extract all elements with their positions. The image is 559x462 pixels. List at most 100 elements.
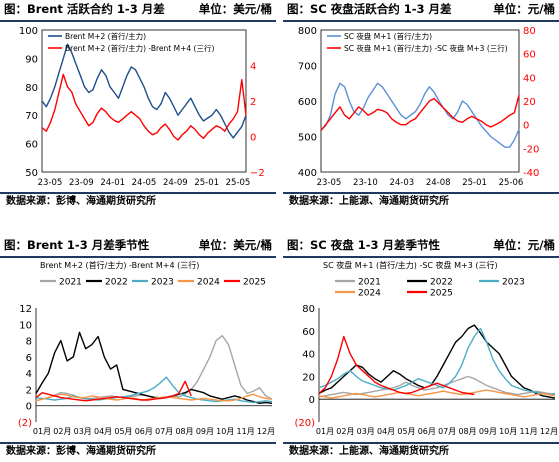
x-axis-tick-label: 11月 bbox=[520, 427, 538, 436]
sc-seasonal-chart: SC 夜盘 M+1 (首行/主力) -SC 夜盘 M+3 (三行)2021 202… bbox=[294, 260, 558, 436]
legend-label: Brent M+2 (首行/主力) -Brent M+4 (三行) bbox=[65, 43, 214, 53]
x-axis-tick-label: 12月 bbox=[257, 427, 275, 436]
panel-title-bar: 图：Brent 1-3 月差季节性 单位：美元/桶 bbox=[0, 236, 276, 258]
panel-title-bar: 图：SC 夜盘活跃合约 1-3 月差 单位：元/桶 bbox=[283, 0, 559, 22]
x-axis-tick-label: 02月 bbox=[336, 427, 354, 436]
left-axis-tick-label: 800 bbox=[298, 26, 317, 37]
y-axis-tick-label: 0 bbox=[309, 395, 315, 406]
left-axis-tick-label: 400 bbox=[298, 168, 317, 179]
y-axis-tick-label: 2 bbox=[26, 385, 32, 396]
y-axis-tick-label: 12 bbox=[19, 304, 32, 315]
x-axis-tick-label: 04月 bbox=[377, 427, 395, 436]
x-axis-tick-label: 10月 bbox=[499, 427, 517, 436]
series-line bbox=[320, 94, 520, 132]
legend-label: 2024 bbox=[197, 278, 220, 288]
panel-unit: 单位：美元/桶 bbox=[198, 238, 272, 252]
x-axis-tick-label: 25-01 bbox=[194, 178, 219, 188]
panel-title-bar: 图：Brent 活跃合约 1-3 月差 单位：美元/桶 bbox=[0, 0, 276, 22]
x-axis-tick-label: 24-09 bbox=[163, 178, 188, 188]
left-axis-tick-label: 80 bbox=[25, 83, 38, 94]
x-axis-tick-label: 03月 bbox=[74, 427, 92, 436]
right-axis-tick-label: 2 bbox=[250, 97, 256, 108]
series-line bbox=[35, 393, 273, 402]
series-line bbox=[41, 43, 247, 139]
x-axis-tick-label: 07月 bbox=[438, 427, 456, 436]
panel-sc-spread: 图：SC 夜盘活跃合约 1-3 月差 单位：元/桶 400 500 600 700 80… bbox=[283, 0, 559, 230]
left-axis-tick-label: 100 bbox=[19, 26, 38, 37]
source-note: 数据来源：上能源、海通期货研究所 bbox=[283, 442, 559, 460]
right-axis-tick-label: −2 bbox=[250, 168, 265, 179]
y-axis-tick-label: (20) bbox=[294, 418, 315, 429]
legend-label: 2023 bbox=[151, 278, 174, 288]
right-axis-tick-label: -40 bbox=[523, 168, 539, 179]
x-axis-tick-label: 25-05 bbox=[226, 178, 251, 188]
panel-brent-spread: 图：Brent 活跃合约 1-3 月差 单位：美元/桶 50 60 70 80 90 10… bbox=[0, 0, 276, 230]
series-line bbox=[318, 324, 556, 399]
right-axis-tick-label: 20 bbox=[523, 97, 536, 108]
x-axis-tick-label: 06月 bbox=[135, 427, 153, 436]
panel-unit: 单位：元/桶 bbox=[493, 238, 555, 252]
legend-label: SC 夜盘 M+1 (首行/主力) -SC 夜盘 M+3 (三行) bbox=[344, 43, 508, 53]
left-axis-tick-label: 600 bbox=[298, 97, 317, 108]
x-axis-tick-label: 24-03 bbox=[389, 178, 414, 188]
panel-brent-seasonal: 图：Brent 1-3 月差季节性 单位：美元/桶 Brent M+2 (首行/… bbox=[0, 236, 276, 462]
x-axis-tick-label: 08月 bbox=[458, 427, 476, 436]
y-axis-tick-label: 20 bbox=[302, 372, 315, 383]
right-axis-tick-label: 4 bbox=[250, 62, 256, 73]
x-axis-tick-label: 24-05 bbox=[132, 178, 157, 188]
left-axis-tick-label: 60 bbox=[25, 140, 38, 151]
legend-label: Brent M+2 (首行/主力) bbox=[65, 31, 146, 41]
panel-unit: 单位：元/桶 bbox=[493, 2, 555, 16]
y-axis-tick-label: 60 bbox=[302, 327, 315, 338]
source-note: 数据来源：彭博、海通期货研究所 bbox=[0, 442, 276, 460]
legend-label: 2022 bbox=[430, 278, 453, 288]
left-axis-tick-label: 500 bbox=[298, 133, 317, 144]
plot-frame bbox=[320, 29, 520, 173]
x-axis-tick-label: 23-09 bbox=[69, 178, 94, 188]
series-line bbox=[35, 334, 273, 402]
panel-title: 图：Brent 1-3 月差季节性 bbox=[4, 238, 150, 252]
y-axis-tick-label: 40 bbox=[302, 350, 315, 361]
x-axis-tick-label: 11月 bbox=[237, 427, 255, 436]
x-axis-tick-label: 09月 bbox=[196, 427, 214, 436]
x-axis-tick-label: 05月 bbox=[114, 427, 132, 436]
x-axis-tick-label: 01月 bbox=[33, 427, 51, 436]
y-axis-tick-label: 6 bbox=[26, 353, 32, 364]
x-axis-tick-label: 02月 bbox=[53, 427, 71, 436]
x-axis-tick-label: 03月 bbox=[357, 427, 375, 436]
x-axis-tick-label: 25-06 bbox=[499, 178, 524, 188]
brent-seasonal-chart: Brent M+2 (首行/主力) -Brent M+4 (三行)2021 202… bbox=[18, 260, 275, 436]
series-line bbox=[41, 73, 247, 141]
x-axis-tick-label: 04月 bbox=[94, 427, 112, 436]
panel-title-bar: 图：SC 夜盘 1-3 月差季节性 单位：元/桶 bbox=[283, 236, 559, 258]
sc-spread-chart: 400 500 600 700 800 -40 -20 0 20 40 60 80 23-05 23-10… bbox=[298, 26, 539, 188]
series-line bbox=[318, 389, 556, 399]
legend-label: 2021 bbox=[59, 278, 82, 288]
x-axis-tick-label: 24-01 bbox=[100, 178, 125, 188]
legend-title: Brent M+2 (首行/主力) -Brent M+4 (三行) bbox=[40, 260, 199, 270]
right-axis-tick-label: 40 bbox=[523, 73, 536, 84]
panel-title: 图：Brent 活跃合约 1-3 月差 bbox=[4, 2, 165, 16]
panel-title: 图：SC 夜盘活跃合约 1-3 月差 bbox=[287, 2, 452, 16]
x-axis-tick-label: 23-10 bbox=[353, 178, 378, 188]
source-note: 数据来源：上能源、海通期货研究所 bbox=[283, 192, 559, 210]
x-axis-tick-label: 24-08 bbox=[426, 178, 451, 188]
y-axis-tick-label: 4 bbox=[26, 369, 32, 380]
x-axis-tick-label: 01月 bbox=[316, 427, 334, 436]
x-axis-tick-label: 08月 bbox=[175, 427, 193, 436]
right-axis-tick-label: 0 bbox=[250, 133, 256, 144]
panel-unit: 单位：美元/桶 bbox=[198, 2, 272, 16]
left-axis-tick-label: 70 bbox=[25, 111, 38, 122]
right-axis-tick-label: -20 bbox=[523, 144, 539, 155]
legend-label: 2025 bbox=[430, 289, 453, 299]
left-axis-tick-label: 50 bbox=[25, 168, 38, 179]
left-axis-tick-label: 700 bbox=[298, 62, 317, 73]
x-axis-tick-label: 12月 bbox=[540, 427, 558, 436]
series-line bbox=[318, 327, 556, 396]
legend-label: 2021 bbox=[358, 278, 381, 288]
panel-title: 图：SC 夜盘 1-3 月差季节性 bbox=[287, 238, 441, 252]
y-axis-tick-label: 8 bbox=[26, 337, 32, 348]
x-axis-tick-label: 25-01 bbox=[462, 178, 487, 188]
x-axis-tick-label: 09月 bbox=[479, 427, 497, 436]
legend-label: 2022 bbox=[105, 278, 128, 288]
